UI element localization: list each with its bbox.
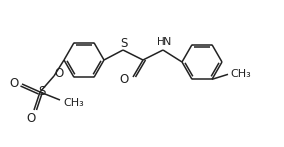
Text: O: O [54, 66, 64, 80]
Text: O: O [119, 72, 129, 86]
Text: CH₃: CH₃ [231, 69, 251, 79]
Text: S: S [38, 85, 46, 97]
Text: S: S [120, 36, 128, 50]
Text: O: O [26, 112, 36, 126]
Text: CH₃: CH₃ [64, 98, 84, 108]
Text: H: H [157, 37, 165, 47]
Text: N: N [163, 37, 171, 47]
Text: O: O [9, 76, 19, 90]
